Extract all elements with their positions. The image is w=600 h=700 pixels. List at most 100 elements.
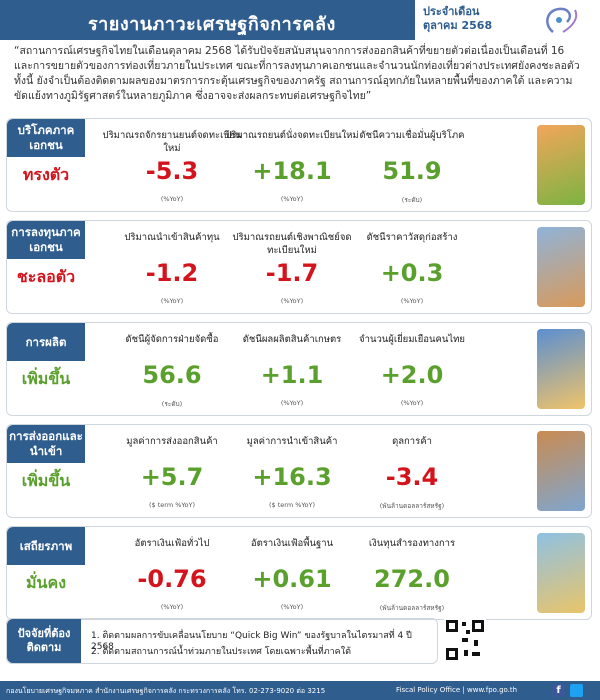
metric-label: ปริมาณรถยนต์เชิงพาณิชย์จดทะเบียนใหม่ [232,232,352,256]
metric-unit: (%YoY) [280,399,304,407]
issue-label: ประจำเดือน [423,5,480,18]
section-label: การส่งออกและนำเข้า [7,425,85,463]
metric-value: 51.9 [382,157,442,185]
section-label: บริโภคภาคเอกชน [7,119,85,157]
metric-card: ดัชนีผลผลิตสินค้าเกษตร +1.1 (%YoY) [217,325,367,413]
section-illustration [537,431,585,511]
metric-label: ดัชนีราคาวัสดุก่อสร้าง [366,232,458,243]
metric-unit: (%YoY) [160,603,184,611]
indicator-section: เสถียรภาพ มั่นคง อัตราเงินเฟ้อทั่วไป -0.76 (… [6,526,592,620]
metric-unit: ($ term %YoY) [268,501,315,509]
metric-value: +1.1 [260,361,324,389]
section-status: ชะลอตัว [16,267,76,286]
metric-unit: (%YoY) [400,297,424,305]
qr-code-icon[interactable] [444,618,486,662]
metric-unit: (พันล้านดอลลาร์สหรัฐ) [379,502,445,510]
section-illustration [537,533,585,613]
metric-card: เงินทุนสำรองทางการ 272.0 (พันล้านดอลลาร์สห… [337,529,487,617]
watch-factor-item: 1. ติดตามผลการขับเคลื่อนนโยบาย “Quick Bi… [91,631,412,652]
twitter-icon[interactable] [570,684,583,697]
metric-card: ปริมาณนำเข้าสินค้าทุน -1.2 (%YoY) [97,223,247,311]
metric-value: -1.7 [265,259,319,287]
footer-office[interactable]: Fiscal Policy Office | www.fpo.go.th [396,686,518,694]
metric-label: เงินทุนสำรองทางการ [368,538,456,549]
section-label-panel: การผลิต เพิ่มขึ้น [7,323,85,415]
section-status: ทรงตัว [22,165,70,184]
report-header: รายงานภาวะเศรษฐกิจการคลัง ประจำเดือน ตุล… [0,0,600,40]
section-status: เพิ่มขึ้น [21,471,71,490]
metric-card: ปริมาณรถจักรยานยนต์จดทะเบียนใหม่ -5.3 (%Yo… [97,121,247,209]
metric-value: -5.3 [145,157,199,185]
footer-contact: กองนโยบายเศรษฐกิจมหภาค สำนักงานเศรษฐกิจก… [6,687,326,695]
section-illustration [537,329,585,409]
metric-unit: (%YoY) [160,297,184,305]
metric-unit: (%YoY) [280,297,304,305]
metric-unit: (พันล้านดอลลาร์สหรัฐ) [379,604,445,612]
watch-factors-box: ปัจจัยที่ต้องติดตาม 1. ติดตามผลการขับเคล… [6,618,438,664]
metric-unit: (ระดับ) [161,400,183,408]
metric-card: มูลค่าการส่งออกสินค้า +5.7 ($ term %YoY) [97,427,247,515]
metric-label: มูลค่าการนำเข้าสินค้า [246,436,338,447]
summary-statement: “สถานการณ์เศรษฐกิจไทยในเดือนตุลาคม 2568 … [14,45,580,102]
metric-label: ดัชนีผลผลิตสินค้าเกษตร [242,334,342,345]
metric-value: +5.7 [140,463,204,491]
section-label-panel: เสถียรภาพมั่นคง [7,527,85,619]
metric-card: ปริมาณรถยนต์เชิงพาณิชย์จดทะเบียนใหม่ -1.7… [217,223,367,311]
metric-value: 272.0 [374,565,450,593]
issue-date: ประจำเดือน ตุลาคม 2568 [423,5,492,33]
metric-label: ดัชนีความเชื่อมั่นผู้บริโภค [359,130,465,141]
metric-card: จำนวนผู้เยี่ยมเยือนคนไทย +2.0 (%YoY) [337,325,487,413]
metric-label: อัตราเงินเฟ้อทั่วไป [134,538,210,549]
indicator-section: การส่งออกและนำเข้า เพิ่มขึ้น มูลค่าการส่งอ… [6,424,592,518]
metric-label: ปริมาณรถยนต์นั่งจดทะเบียนใหม่ [225,130,359,141]
metric-card: มูลค่าการนำเข้าสินค้า +16.3 ($ term %YoY) [217,427,367,515]
footer-bar: กองนโยบายเศรษฐกิจมหภาค สำนักงานเศรษฐกิจก… [0,681,600,700]
metric-unit: (ระดับ) [401,196,423,204]
metric-unit: (%YoY) [400,399,424,407]
metric-unit: (%YoY) [280,195,304,203]
metric-label: ปริมาณรถจักรยานยนต์จดทะเบียนใหม่ [102,130,242,154]
metric-card: ปริมาณรถยนต์นั่งจดทะเบียนใหม่ +18.1 (%YoY) [217,121,367,209]
metric-card: ดัชนีผู้จัดการฝ่ายจัดซื้อ 56.6 (ระดับ) [97,325,247,413]
metric-label: มูลค่าการส่งออกสินค้า [126,436,218,447]
metric-card: อัตราเงินเฟ้อพื้นฐาน +0.61 (%YoY) [217,529,367,617]
metric-label: ดุลการค้า [392,436,432,447]
section-label-panel: การลงทุนภาคเอกชนชะลอตัว [7,221,85,313]
issue-panel: ประจำเดือน ตุลาคม 2568 [415,0,600,40]
indicator-section: การผลิต เพิ่มขึ้น ดัชนีผู้จัดการฝ่ายจัดซื้… [6,322,592,416]
metric-unit: (%YoY) [160,195,184,203]
section-label: เสถียรภาพ [7,527,85,565]
section-status: มั่นคง [26,573,66,592]
indicator-section: บริโภคภาคเอกชน ทรงตัว ปริมาณรถจักรยานยนต์จ… [6,118,592,212]
metric-value: +16.3 [252,463,332,491]
indicator-section: การลงทุนภาคเอกชน ชะลอตัว ปริมาณนำเข้าสินค้… [6,220,592,314]
section-label-panel: การส่งออกและนำเข้าเพิ่มขึ้น [7,425,85,517]
metric-label: จำนวนผู้เยี่ยมเยือนคนไทย [359,334,465,345]
metric-card: ดัชนีความเชื่อมั่นผู้บริโภค 51.9 (ระดับ) [337,121,487,209]
facebook-icon[interactable]: f [552,684,565,697]
section-label: การลงทุนภาคเอกชน [7,221,85,259]
watch-factors-label: ปัจจัยที่ต้องติดตาม [7,619,81,663]
metric-value: +0.3 [380,259,444,287]
metric-value: -3.4 [385,463,439,491]
metric-unit: ($ term %YoY) [148,501,195,509]
report-title: รายงานภาวะเศรษฐกิจการคลัง [88,14,336,35]
metric-value: +2.0 [380,361,444,389]
fpo-logo-icon [546,7,578,33]
metric-label: ปริมาณนำเข้าสินค้าทุน [124,232,220,243]
metric-value: -1.2 [145,259,199,287]
metric-card: อัตราเงินเฟ้อทั่วไป -0.76 (%YoY) [97,529,247,617]
issue-month: ตุลาคม 2568 [423,19,493,32]
metric-value: +0.61 [252,565,332,593]
metric-label: ดัชนีผู้จัดการฝ่ายจัดซื้อ [125,334,219,345]
metric-card: ดุลการค้า -3.4 (พันล้านดอลลาร์สหรัฐ) [337,427,487,515]
section-label-panel: บริโภคภาคเอกชนทรงตัว [7,119,85,211]
section-illustration [537,227,585,307]
metric-unit: (%YoY) [280,603,304,611]
metric-value: 56.6 [142,361,202,389]
section-label: การผลิต [7,323,85,361]
section-illustration [537,125,585,205]
watch-factor-item: 2. ติดตามสถานการณ์น้ำท่วมภายในประเทศ โดย… [91,647,351,657]
metric-value: +18.1 [252,157,332,185]
metric-label: อัตราเงินเฟ้อพื้นฐาน [250,538,334,549]
